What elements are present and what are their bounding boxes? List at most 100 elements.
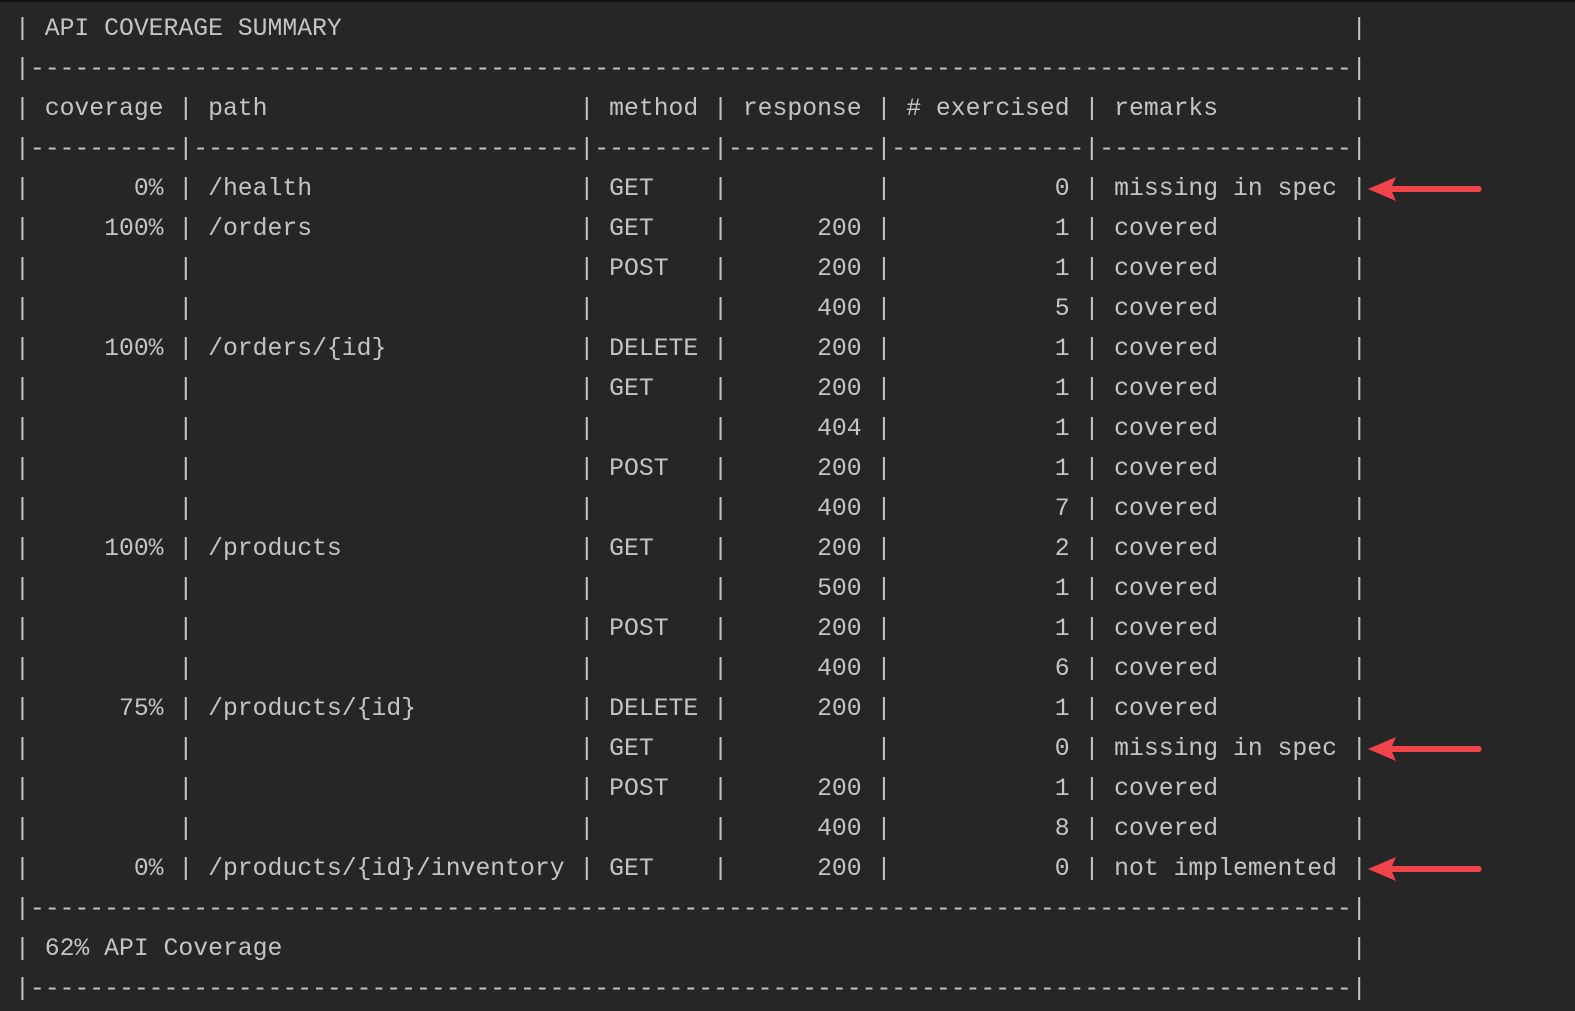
cell-remarks: covered: [1099, 375, 1352, 403]
separator: |---------------------------------------…: [15, 975, 1367, 1003]
column-divider: |: [1351, 255, 1367, 283]
column-divider: |: [15, 335, 30, 363]
cell-exercised: 1: [891, 615, 1085, 643]
column-divider: |: [876, 335, 892, 363]
pipe: |: [15, 935, 45, 963]
column-divider: |: [579, 535, 595, 563]
cell-coverage: 0%: [29, 175, 179, 203]
column-divider: |: [713, 815, 728, 843]
table-row: | 0% | /products/{id}/inventory | GET | …: [15, 849, 1367, 889]
table-row: | 0% | /health | GET | | 0 | missing in …: [15, 169, 1367, 209]
cell-path: [193, 655, 579, 683]
column-divider: |: [178, 335, 194, 363]
pipe: |: [15, 15, 45, 43]
cell-path: [193, 775, 579, 803]
column-divider: |: [178, 575, 194, 603]
cell-response: 404: [727, 415, 877, 443]
column-divider: |: [579, 375, 595, 403]
coverage-total: 62% API Coverage: [44, 935, 283, 963]
cell-method: DELETE: [594, 695, 714, 723]
column-divider: |: [1084, 535, 1100, 563]
column-divider: |: [876, 575, 892, 603]
cell-exercised: 1: [891, 215, 1085, 243]
table-row: | | | POST | 200 | 1 | covered |: [15, 449, 1367, 489]
cell-remarks: covered: [1099, 415, 1352, 443]
column-divider: |: [1351, 735, 1367, 763]
table-row: | | | | 404 | 1 | covered |: [15, 409, 1367, 449]
column-divider: |: [876, 215, 892, 243]
column-divider: |: [1084, 95, 1100, 123]
cell-remarks: missing in spec: [1099, 175, 1352, 203]
red-arrow-icon: [1368, 737, 1482, 761]
column-divider: |: [1351, 95, 1367, 123]
column-divider: |: [1351, 815, 1367, 843]
table-row: | | | | 400 | 8 | covered |: [15, 809, 1367, 849]
column-divider: |: [15, 415, 30, 443]
column-divider: |: [15, 575, 30, 603]
column-divider: |: [178, 775, 194, 803]
table-row: | | | GET | | 0 | missing in spec |: [15, 729, 1367, 769]
column-divider: |: [1084, 415, 1100, 443]
column-divider: |: [1351, 655, 1367, 683]
header-exercised: # exercised: [891, 95, 1085, 123]
column-divider: |: [579, 855, 595, 883]
column-divider: |: [1084, 175, 1100, 203]
column-divider: |: [178, 175, 194, 203]
cell-coverage: 0%: [29, 855, 179, 883]
table-row: | | | | 400 | 5 | covered |: [15, 289, 1367, 329]
padding: |: [282, 935, 1367, 963]
cell-method: GET: [594, 735, 714, 763]
column-divider: |: [876, 375, 892, 403]
column-divider: |: [579, 775, 595, 803]
column-divider: |: [1351, 535, 1367, 563]
column-divider: |: [1084, 255, 1100, 283]
column-divider: |: [178, 215, 194, 243]
column-divider: |: [1084, 575, 1100, 603]
column-divider: |: [1084, 775, 1100, 803]
terminal-output: | API COVERAGE SUMMARY | |--------------…: [15, 9, 1367, 1009]
window-top-border: [0, 0, 1575, 2]
red-arrow-icon: [1368, 857, 1482, 881]
column-divider: |: [178, 735, 194, 763]
cell-remarks: covered: [1099, 295, 1352, 323]
column-divider: |: [15, 775, 30, 803]
cell-response: 400: [727, 815, 877, 843]
column-divider: |: [15, 175, 30, 203]
column-divider: |: [1351, 615, 1367, 643]
cell-coverage: [30, 375, 179, 403]
column-divider: |: [1351, 775, 1367, 803]
column-divider: |: [579, 95, 595, 123]
column-divider: |: [876, 735, 892, 763]
column-divider: |: [876, 535, 892, 563]
cell-coverage: [30, 415, 179, 443]
column-divider: |: [876, 295, 892, 323]
column-divider: |: [15, 375, 30, 403]
separator: |---------------------------------------…: [15, 55, 1367, 83]
cell-response: 200: [727, 775, 877, 803]
cell-path: [193, 815, 579, 843]
column-divider: |: [178, 415, 194, 443]
header-method: method: [594, 95, 714, 123]
table-row: | | | | 400 | 7 | covered |: [15, 489, 1367, 529]
cell-path: [193, 575, 579, 603]
cell-coverage: 100%: [29, 215, 179, 243]
cell-exercised: 1: [891, 695, 1085, 723]
table-row: | | | POST | 200 | 1 | covered |: [15, 769, 1367, 809]
cell-path: [193, 735, 579, 763]
table-row: | 100% | /orders | GET | 200 | 1 | cover…: [15, 209, 1367, 249]
column-divider: |: [15, 495, 30, 523]
cell-exercised: 0: [891, 175, 1085, 203]
cell-method: [594, 495, 713, 523]
column-divider: |: [178, 95, 194, 123]
cell-remarks: covered: [1099, 455, 1352, 483]
cell-coverage: 75%: [29, 695, 179, 723]
cell-path: [193, 415, 579, 443]
table-row: | | | | 400 | 6 | covered |: [15, 649, 1367, 689]
cell-remarks: covered: [1099, 535, 1352, 563]
cell-method: [594, 415, 713, 443]
column-divider: |: [713, 775, 728, 803]
column-divider: |: [713, 535, 728, 563]
cell-method: [594, 575, 713, 603]
cell-path: /orders/{id}: [193, 335, 580, 363]
cell-coverage: [30, 655, 179, 683]
